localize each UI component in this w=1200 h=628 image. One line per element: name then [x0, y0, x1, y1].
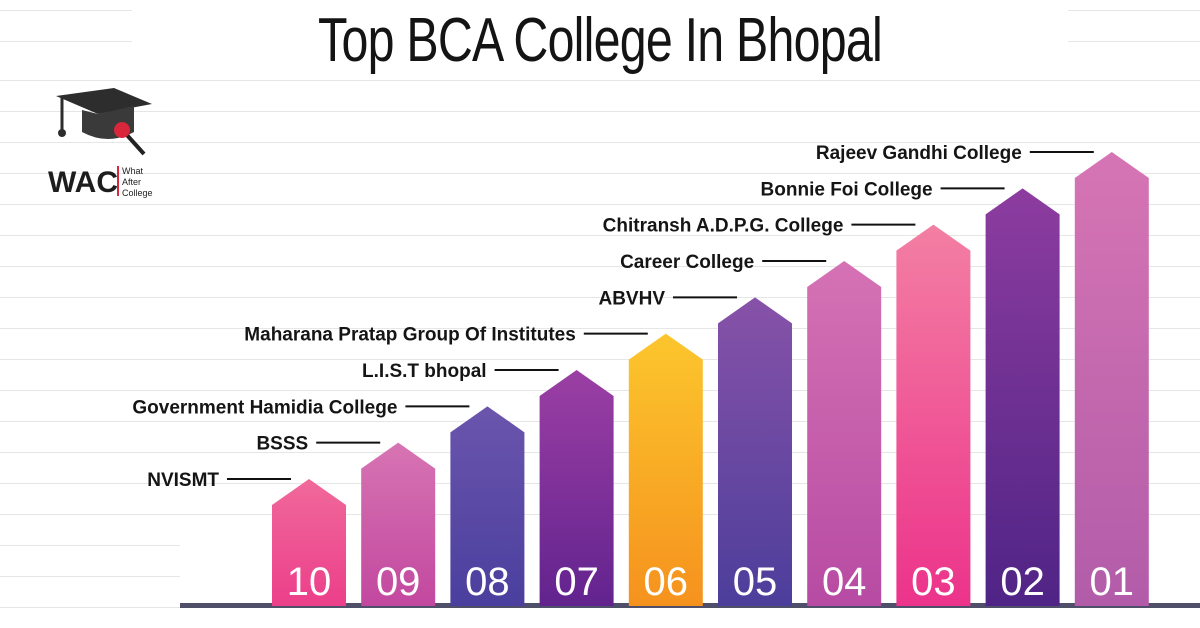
college-label: NVISMT — [147, 470, 219, 491]
rank-label: 02 — [1000, 560, 1045, 604]
rank-label: 01 — [1090, 560, 1135, 604]
college-label: L.I.S.T bhopal — [362, 361, 487, 382]
college-label: ABVHV — [598, 288, 665, 309]
logo-line-1: What — [122, 166, 144, 176]
bar-01 — [1074, 152, 1149, 606]
rank-label: 03 — [911, 560, 956, 604]
rank-label: 06 — [644, 560, 689, 604]
microphone-icon — [114, 122, 130, 138]
page-title: Top BCA College In Bhopal — [132, 2, 1069, 80]
bar-02 — [985, 188, 1060, 607]
logo-mark: WAC — [48, 166, 118, 199]
college-label: Chitransh A.D.P.G. College — [603, 216, 844, 237]
bar-05 — [718, 297, 792, 606]
college-label: BSSS — [256, 434, 308, 455]
college-label: Government Hamidia College — [132, 397, 397, 418]
bar-07 — [539, 370, 614, 606]
logo-line-2: After — [122, 177, 141, 187]
bar-06 — [628, 333, 703, 606]
bar-04 — [807, 261, 882, 606]
rank-label: 08 — [465, 560, 510, 604]
college-label: Rajeev Gandhi College — [816, 143, 1022, 164]
college-label: Career College — [620, 252, 754, 273]
bar-03 — [896, 224, 971, 606]
rank-label: 09 — [376, 560, 421, 604]
wac-logo: WAC What After College — [48, 88, 153, 199]
college-label: Maharana Pratap Group Of Institutes — [244, 325, 576, 346]
bar-10 — [272, 479, 346, 606]
rank-label: 04 — [822, 560, 867, 604]
logo-line-3: College — [122, 188, 153, 198]
rank-label: 07 — [554, 560, 599, 604]
college-label: Bonnie Foi College — [761, 179, 933, 200]
bar-09 — [361, 442, 436, 606]
rank-label: 10 — [287, 560, 332, 604]
bar-08 — [450, 406, 525, 606]
rank-label: 05 — [733, 560, 778, 604]
